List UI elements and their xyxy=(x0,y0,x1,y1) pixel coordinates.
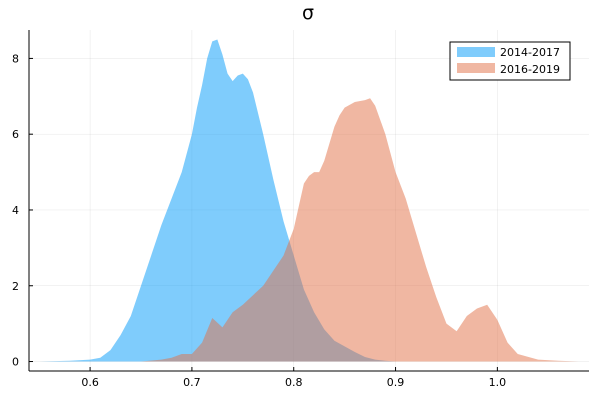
y-ticks: 0 2 4 6 8 xyxy=(12,52,33,369)
legend: 2014-2017 2016-2019 xyxy=(449,41,571,81)
legend-label-2014-2017: 2014-2017 xyxy=(500,46,560,59)
x-tick-label: 0.8 xyxy=(285,376,303,389)
x-tick-label: 0.6 xyxy=(81,376,99,389)
y-tick-label: 8 xyxy=(12,52,19,65)
density-area-2016-2019 xyxy=(141,98,579,362)
x-tick-label: 0.7 xyxy=(183,376,201,389)
y-tick-label: 2 xyxy=(12,280,19,293)
legend-label-2016-2019: 2016-2019 xyxy=(500,63,560,76)
y-tick-label: 0 xyxy=(12,356,19,369)
density-areas xyxy=(39,39,579,362)
legend-swatch-2014-2017 xyxy=(457,47,495,57)
axes xyxy=(28,30,589,372)
chart-title: σ xyxy=(302,2,314,24)
x-tick-label: 0.9 xyxy=(387,376,405,389)
x-ticks: 0.6 0.7 0.8 0.9 1.0 xyxy=(81,367,506,389)
y-tick-label: 4 xyxy=(12,204,19,217)
density-area-2014-2017 xyxy=(39,39,396,362)
x-tick-label: 1.0 xyxy=(489,376,507,389)
legend-swatch-2016-2019 xyxy=(457,63,495,73)
y-tick-label: 6 xyxy=(12,128,19,141)
